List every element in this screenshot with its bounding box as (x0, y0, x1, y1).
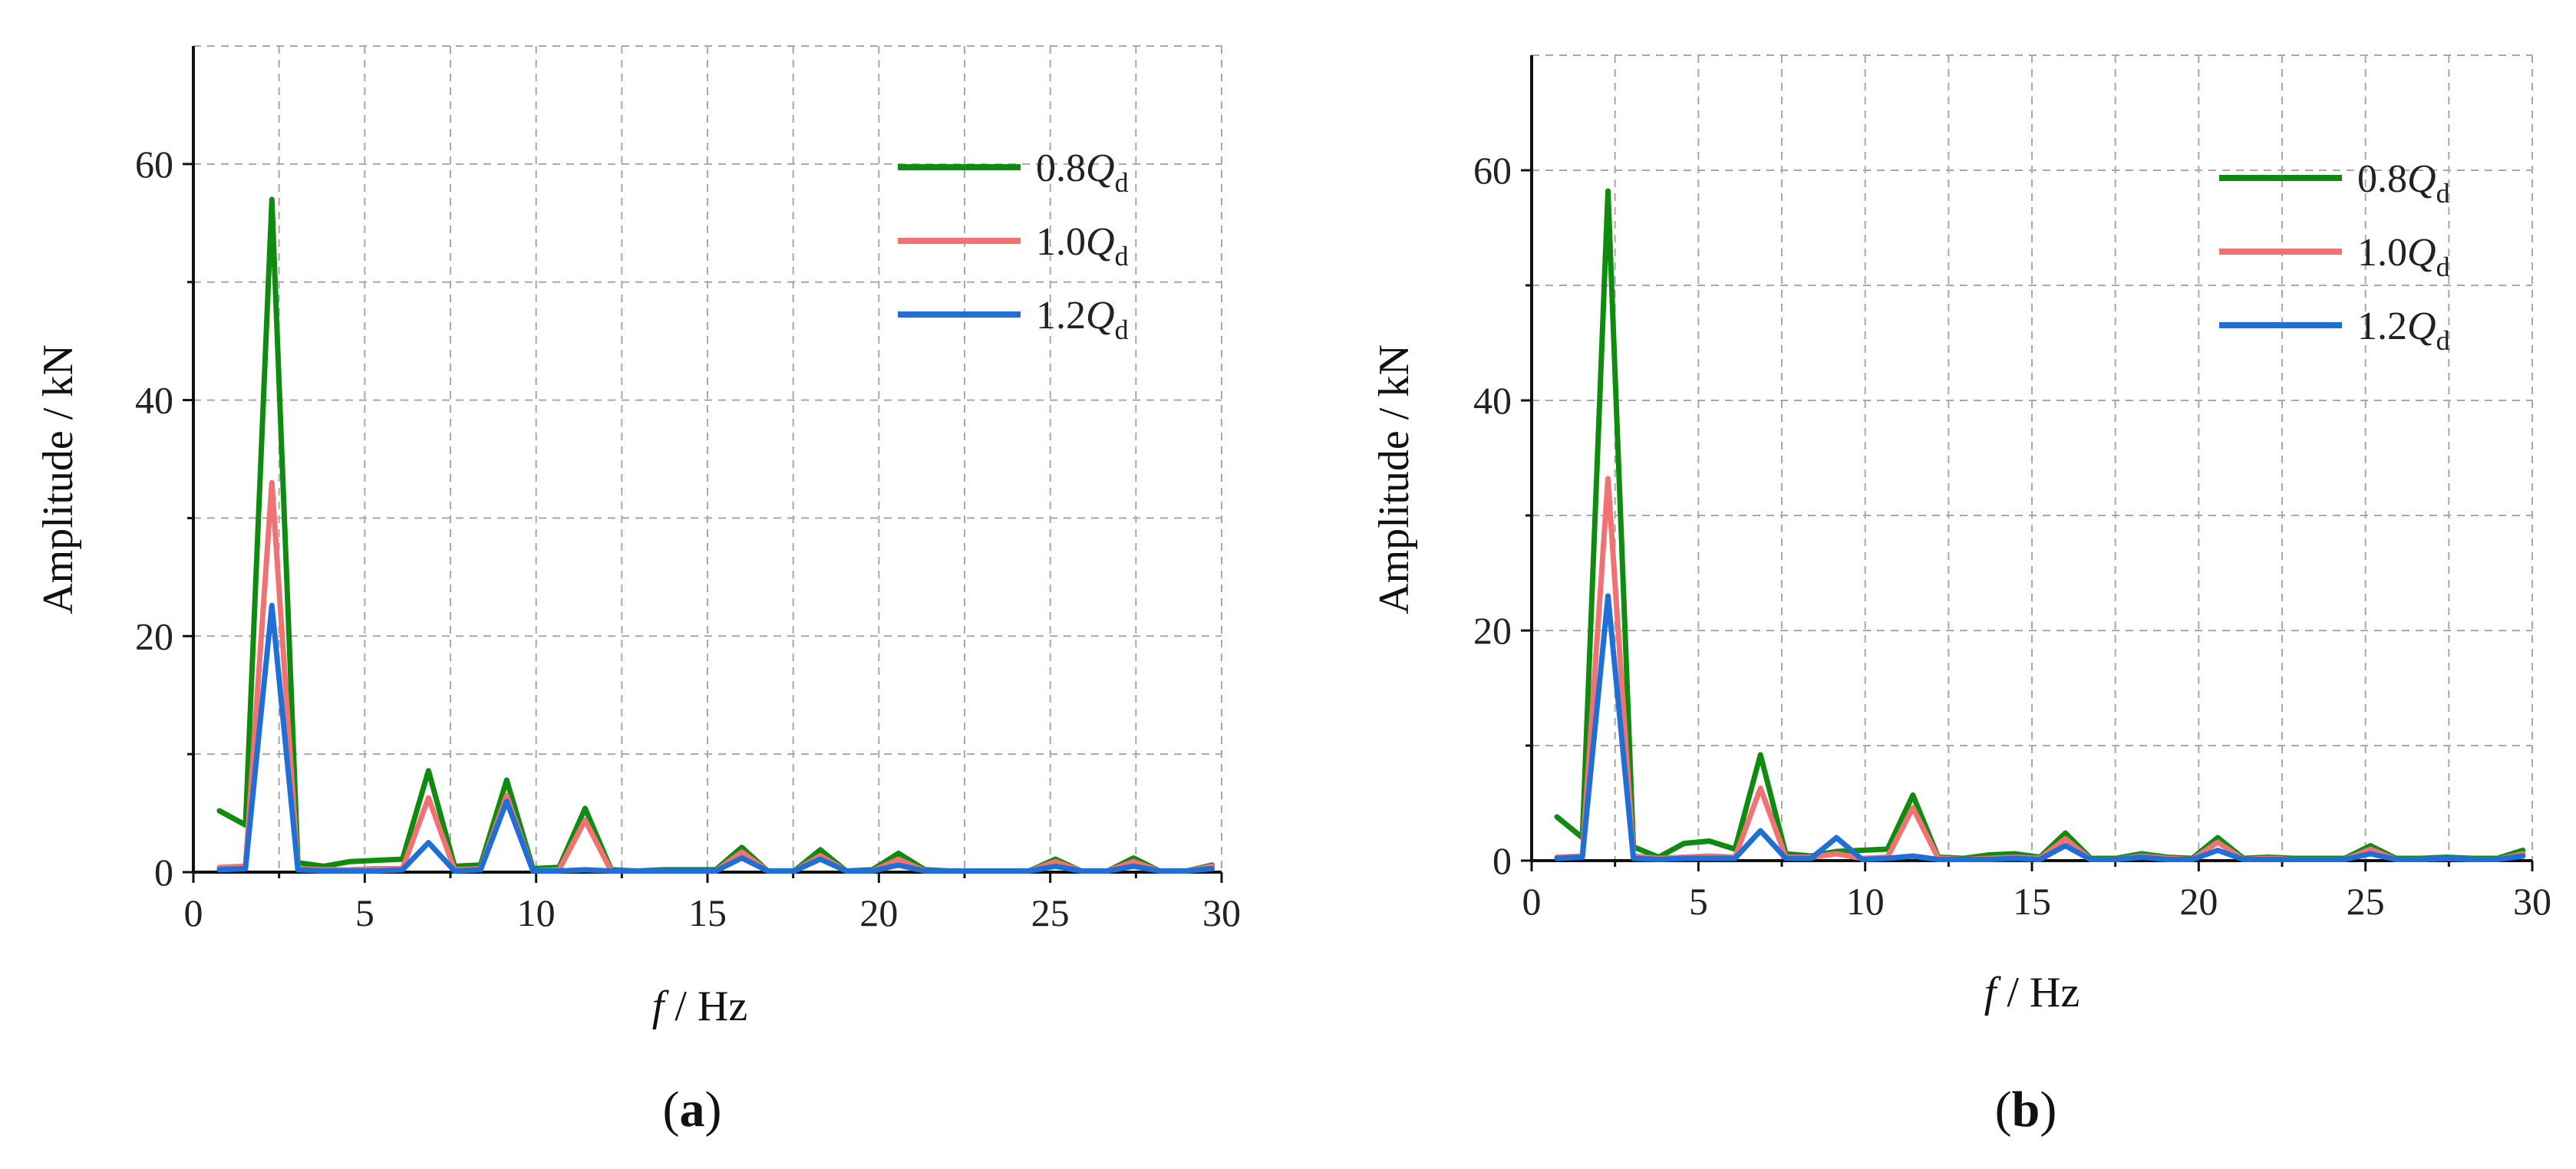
y-tick-label: 60 (135, 143, 173, 186)
x-tick-label: 25 (2347, 880, 2385, 923)
panel-b: 0 5 10 15 20 25 30 0 20 40 60 0.8Qd 1.0Qd 1.2Qd f / Hz… (1370, 54, 2551, 1138)
legend-label: 1.2Qd (2357, 305, 2450, 356)
x-tick-label: 0 (184, 891, 203, 934)
x-tick-label: 30 (1202, 891, 1241, 934)
y-axis-label: Amplitude / kN (35, 344, 82, 614)
x-tick-label: 20 (2179, 880, 2218, 923)
legend-label: 1.0Qd (1036, 220, 1129, 272)
series-line-3 (1554, 593, 2526, 862)
legend: 0.8Qd 1.0Qd 1.2Qd (2219, 157, 2450, 356)
series-line-2 (1554, 476, 2526, 862)
x-tick-label: 15 (2013, 880, 2051, 923)
x-tick-label: 0 (1522, 880, 1542, 923)
series-line-3 (216, 602, 1215, 874)
y-tick-label: 40 (135, 379, 173, 422)
x-axis-label: f / Hz (652, 983, 747, 1030)
legend-label: 1.2Qd (1036, 294, 1129, 345)
series-line-2 (216, 479, 1215, 874)
x-tick-label: 25 (1031, 891, 1070, 934)
y-axis-label: Amplitude / kN (1370, 344, 1418, 614)
x-tick-label: 15 (688, 891, 727, 934)
x-tick-label: 5 (1689, 880, 1708, 923)
legend: 0.8Qd 1.0Qd 1.2Qd (898, 147, 1129, 345)
x-tick-label: 5 (355, 891, 374, 934)
grid-lines (1532, 54, 2533, 861)
y-tick-label: 0 (1492, 839, 1512, 882)
y-tick-label: 40 (1473, 379, 1512, 422)
y-tick-label: 60 (1473, 149, 1512, 192)
x-tick-label: 10 (517, 891, 556, 934)
x-tick-label: 10 (1846, 880, 1885, 923)
legend-label: 0.8Qd (1036, 147, 1129, 198)
x-axis-label: f / Hz (1984, 969, 2080, 1016)
y-tick-label: 20 (135, 614, 173, 657)
panel-a: 0 5 10 15 20 25 30 0 20 40 60 0.8Qd 1.0Qd 1.2Qd f / Hz… (35, 45, 1241, 1138)
x-tick-label: 20 (859, 891, 898, 934)
panel-label: (a) (663, 1082, 722, 1138)
y-tick-label: 20 (1473, 609, 1512, 652)
y-tick-label: 0 (154, 851, 173, 894)
panel-label: (b) (1995, 1082, 2057, 1138)
x-tick-label: 30 (2513, 880, 2551, 923)
grid-lines (193, 45, 1222, 872)
series-line-1 (1554, 188, 2526, 861)
legend-label: 1.0Qd (2357, 231, 2450, 282)
legend-label: 0.8Qd (2357, 157, 2450, 209)
